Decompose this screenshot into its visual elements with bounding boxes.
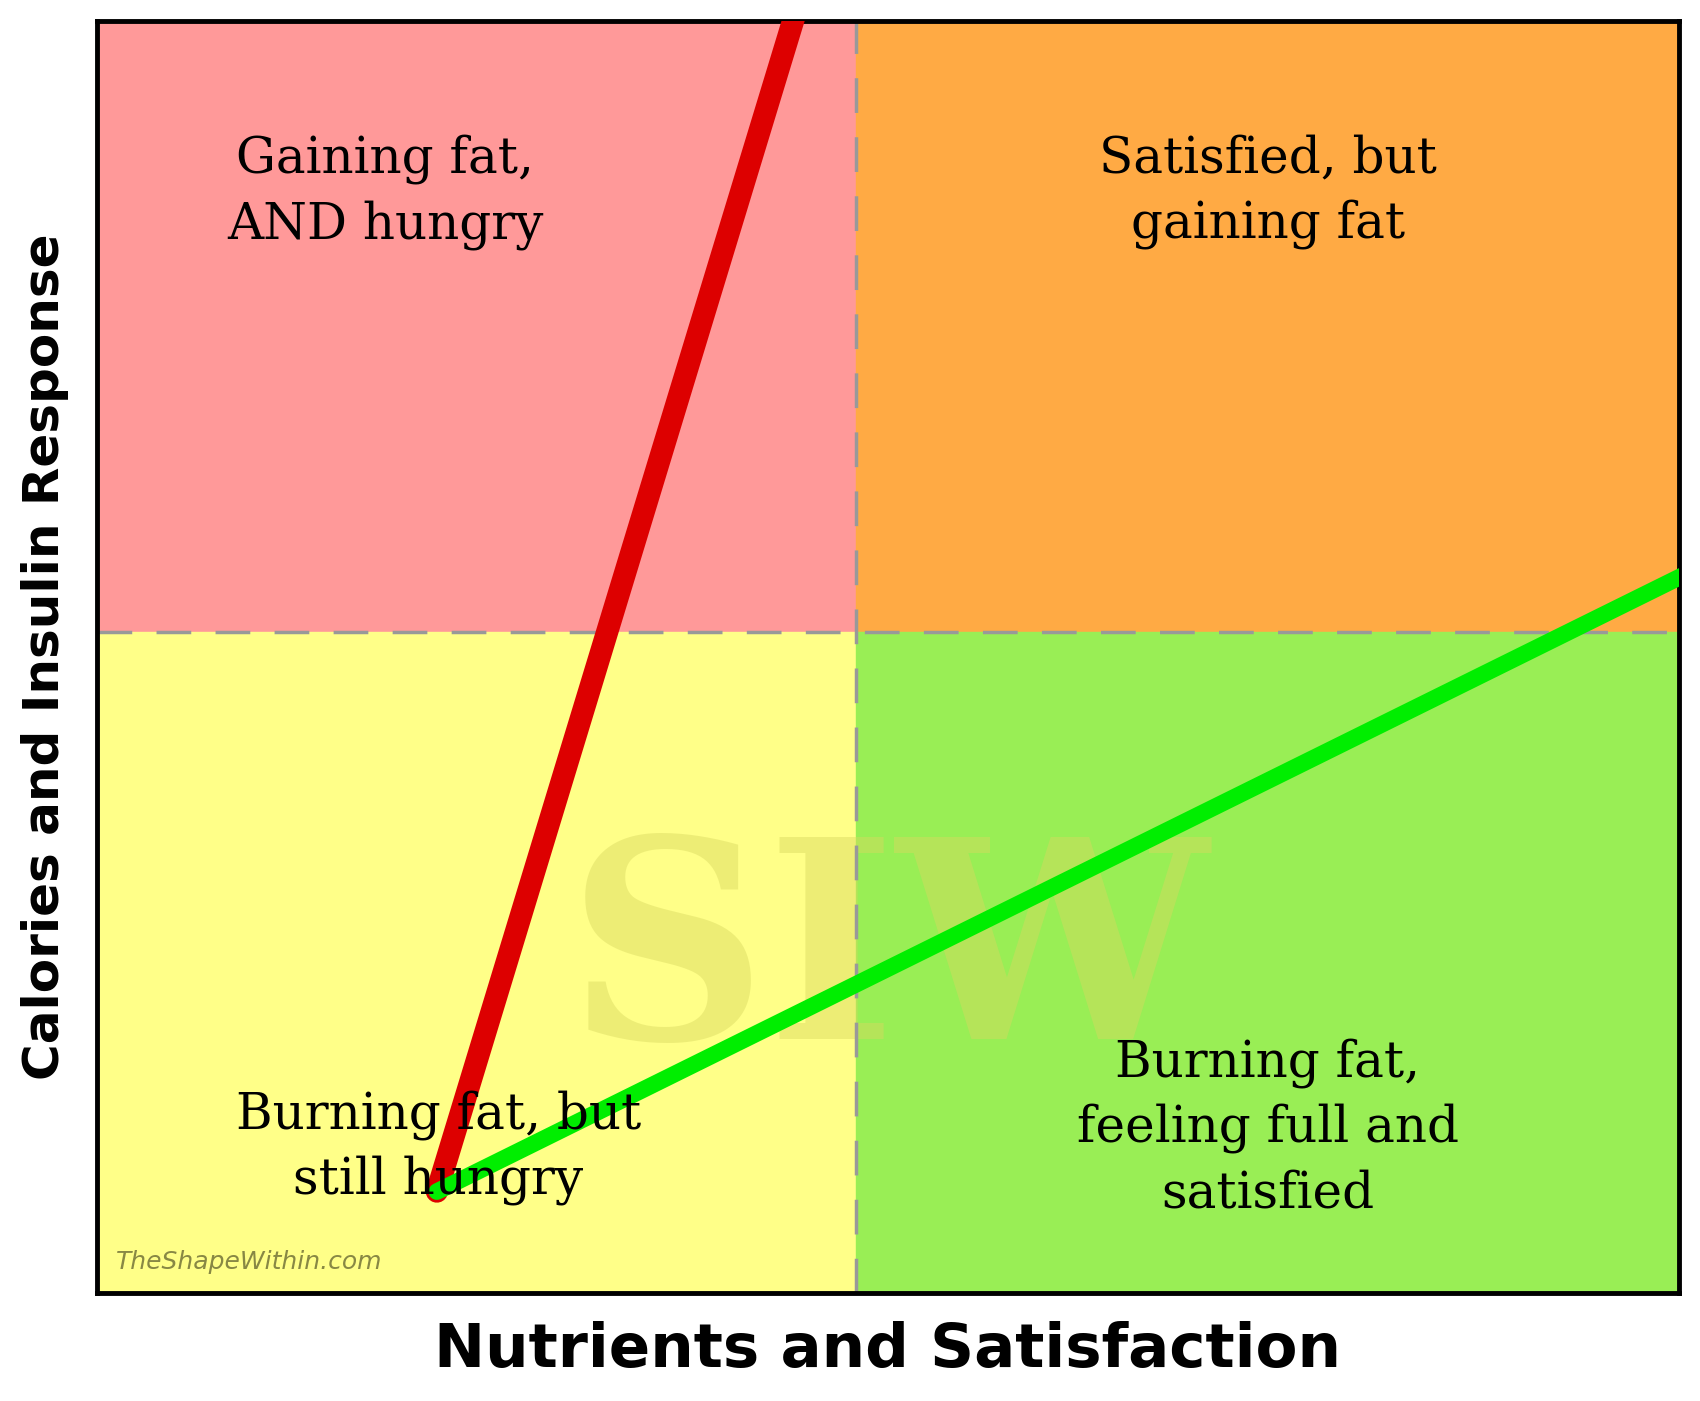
Text: Burning fat, but
still hungry: Burning fat, but still hungry bbox=[236, 1090, 641, 1205]
Text: Satisfied, but
gaining fat: Satisfied, but gaining fat bbox=[1098, 134, 1436, 249]
Y-axis label: Calories and Insulin Response: Calories and Insulin Response bbox=[20, 234, 68, 1080]
Text: TheShapeWithin.com: TheShapeWithin.com bbox=[116, 1250, 382, 1275]
Bar bbox=[97, 21, 857, 632]
Text: Gaining fat,
AND hungry: Gaining fat, AND hungry bbox=[228, 134, 544, 249]
Bar bbox=[97, 632, 857, 1293]
Bar bbox=[857, 21, 1680, 632]
X-axis label: Nutrients and Satisfaction: Nutrients and Satisfaction bbox=[435, 1321, 1341, 1380]
Text: SIW: SIW bbox=[566, 828, 1209, 1097]
Text: Burning fat,
feeling full and
satisfied: Burning fat, feeling full and satisfied bbox=[1076, 1038, 1459, 1217]
Bar bbox=[857, 632, 1680, 1293]
